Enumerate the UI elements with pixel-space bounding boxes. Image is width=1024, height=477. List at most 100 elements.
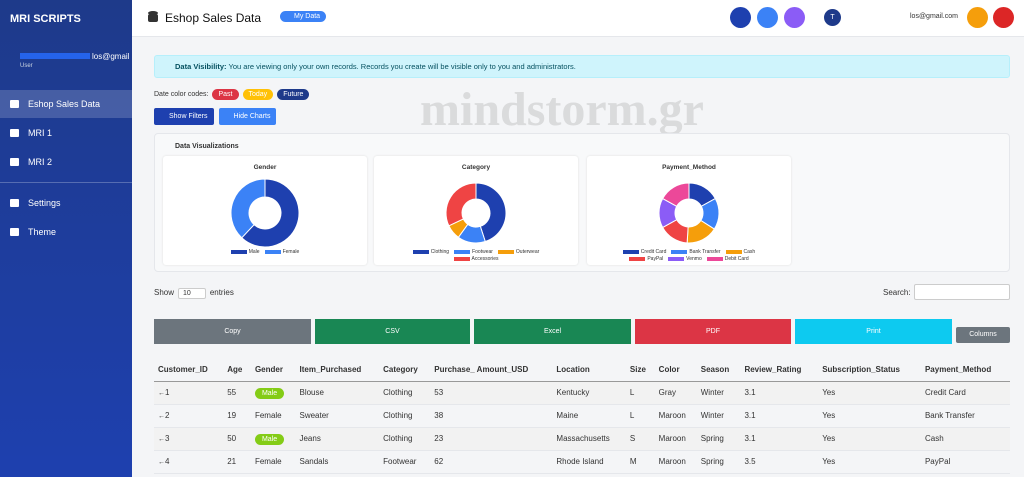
column-header[interactable]: Review_Rating: [740, 358, 819, 382]
table-cell: Massachusetts: [552, 427, 626, 451]
panel-title: Data Visualizations: [175, 143, 239, 150]
alert-text: You are viewing only your own records. R…: [228, 62, 576, 71]
export-button[interactable]: CSV: [315, 319, 470, 344]
donut-chart: [445, 182, 507, 244]
add-button[interactable]: [784, 7, 805, 28]
column-header[interactable]: Category: [379, 358, 431, 382]
alert-label: Data Visibility:: [175, 62, 227, 71]
legend-label: Bank Transfer: [689, 249, 721, 255]
export-button[interactable]: Print: [795, 319, 952, 344]
donut-slice: [445, 182, 477, 227]
avatar[interactable]: T: [824, 9, 841, 26]
download-button[interactable]: [730, 7, 751, 28]
length-control: Show 10 entries: [154, 288, 234, 299]
table-cell: Male: [250, 381, 296, 405]
user-role: User: [20, 63, 33, 69]
table-cell: Rhode Island: [552, 450, 626, 474]
legend-swatch: [453, 256, 470, 261]
column-header[interactable]: Item_Purchased: [295, 358, 380, 382]
search-label: Search:: [883, 288, 911, 297]
donut-chart: [230, 178, 300, 248]
legend-label: Debit Card: [724, 256, 749, 262]
legend-label: Venmo: [686, 256, 702, 262]
legend-swatch: [622, 249, 639, 254]
db-icon: [148, 11, 158, 22]
search-input[interactable]: [914, 284, 1010, 300]
upload-button[interactable]: [757, 7, 778, 28]
export-button[interactable]: PDF: [635, 319, 791, 344]
column-header[interactable]: Size: [625, 358, 655, 382]
table-cell: Footwear: [379, 450, 431, 474]
chart-card: Category Clothing Footwear Outerwear Accesso…: [374, 156, 578, 265]
filter-button[interactable]: Show Filters: [154, 108, 214, 125]
legend-label: Footwear: [472, 249, 493, 255]
nav-item[interactable]: MRI 1: [0, 119, 132, 147]
legend-item: Accessories: [453, 256, 498, 262]
column-header[interactable]: Purchase_ Amount_USD: [430, 358, 553, 382]
entries-label: entries: [209, 288, 234, 297]
date-codes-label: Date color codes:: [154, 91, 209, 98]
legend-swatch: [629, 256, 646, 261]
table-cell: Spring: [696, 450, 741, 474]
chart-title: Payment_Method: [662, 164, 716, 171]
table-cell: M: [625, 450, 655, 474]
table-cell: Credit Card: [920, 381, 1010, 405]
chart-card: Gender Male Female: [163, 156, 367, 265]
legend-item: Footwear: [454, 249, 493, 255]
column-header[interactable]: Customer_ID: [154, 358, 224, 382]
column-header[interactable]: Payment_Method: [920, 358, 1010, 382]
gender-badge: Male: [254, 434, 285, 445]
nav-item[interactable]: MRI 2: [0, 148, 132, 176]
export-button[interactable]: Excel: [474, 319, 631, 344]
show-label: Show: [154, 288, 175, 297]
table-cell: Yes: [818, 381, 921, 405]
sidebar: MRI SCRIPTS los@gmail.com User Eshop Sal…: [0, 0, 132, 477]
table-cell: Male: [250, 427, 296, 451]
legend-swatch: [725, 249, 742, 254]
filter-button[interactable]: Hide Charts: [218, 108, 277, 125]
length-select[interactable]: 10: [178, 288, 206, 299]
export-button[interactable]: Columns: [956, 327, 1010, 343]
nav-item[interactable]: Theme: [0, 218, 132, 246]
table-cell: Bank Transfer: [920, 404, 1010, 428]
column-header[interactable]: Subscription_Status: [818, 358, 921, 382]
table-cell: S: [625, 427, 655, 451]
column-header[interactable]: Location: [552, 358, 626, 382]
table-cell: 3.5: [740, 450, 819, 474]
legend-swatch: [230, 249, 247, 254]
alert: Data Visibility: You are viewing only yo…: [154, 55, 1010, 78]
nav-item[interactable]: Settings: [0, 189, 132, 217]
legend-swatch: [454, 249, 471, 254]
table-cell: 50: [223, 427, 251, 451]
table-cell: L: [625, 404, 655, 428]
nav-item[interactable]: Eshop Sales Data: [0, 90, 132, 118]
column-header[interactable]: Color: [654, 358, 697, 382]
chart-title: Gender: [253, 164, 277, 171]
column-header[interactable]: Season: [696, 358, 741, 382]
my-data-badge[interactable]: My Data: [280, 11, 327, 22]
table-cell: Clothing: [379, 427, 431, 451]
table-cell: Cash: [920, 427, 1010, 451]
logout-button[interactable]: [993, 7, 1014, 28]
legend-item: Bank Transfer: [671, 249, 721, 255]
donut-slice: [662, 182, 690, 207]
table-cell: Winter: [696, 381, 741, 405]
column-header[interactable]: Age: [223, 358, 251, 382]
table-cell: 38: [430, 404, 553, 428]
legend-label: Male: [248, 249, 260, 255]
profile-button[interactable]: [967, 7, 988, 28]
header: Eshop Sales Data My Data T los@gmail.com: [132, 0, 1024, 37]
table-cell: 23: [430, 427, 553, 451]
table-cell: Kentucky: [552, 381, 626, 405]
table-body: 155MaleBlouseClothing53KentuckyLGrayWint…: [154, 381, 1010, 474]
legend-item: Outerwear: [497, 249, 539, 255]
charts-panel: Data Visualizations Gender Male Female Cate…: [154, 133, 1010, 272]
legend-swatch: [671, 249, 688, 254]
chart-title: Category: [461, 164, 491, 171]
legend-item: Cash: [725, 249, 755, 255]
export-button[interactable]: Copy: [154, 319, 311, 344]
column-header[interactable]: Gender: [250, 358, 296, 382]
date-code: Future: [277, 89, 310, 100]
